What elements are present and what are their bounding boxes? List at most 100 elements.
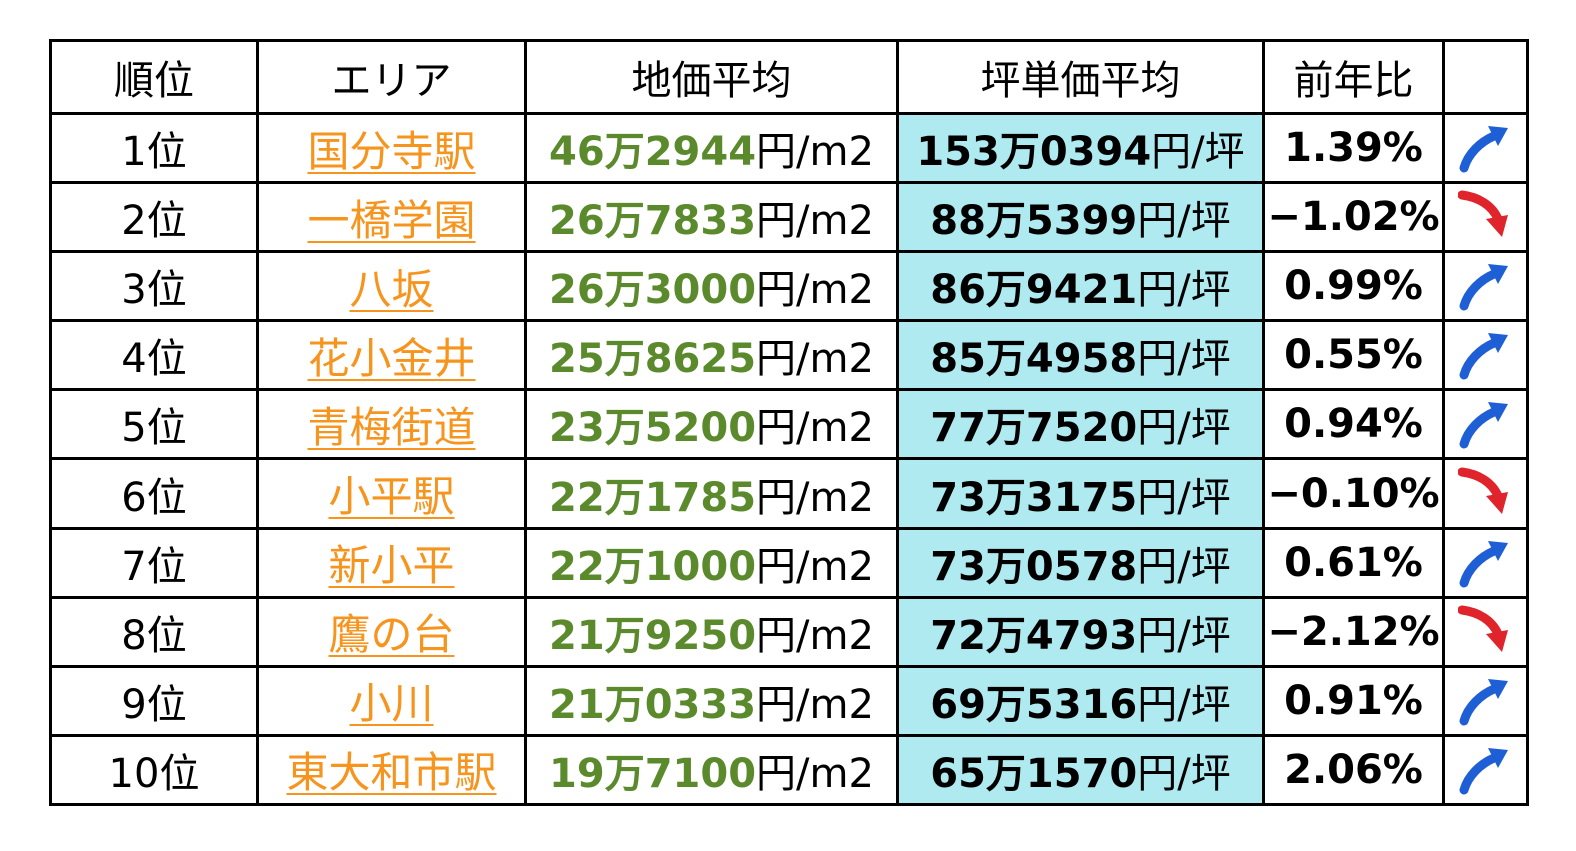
rank-cell: 5位 [49, 388, 259, 461]
tsubo-value: 72万4793 [930, 612, 1138, 659]
up-arrow-icon [1458, 747, 1514, 800]
yoy-value: 0.94% [1284, 401, 1423, 448]
down-arrow-icon [1457, 190, 1514, 247]
tsubo-cell: 88万5399円/坪 [896, 181, 1265, 254]
tsubo-value: 86万9421 [930, 267, 1138, 314]
area-cell: 鷹の台 [256, 595, 527, 668]
price-cell: 25万8625円/m2 [524, 319, 899, 392]
yoy-value: 0.55% [1284, 332, 1423, 379]
area-cell: 青梅街道 [256, 388, 527, 461]
tsubo-unit: 円/坪 [1137, 750, 1231, 797]
table-row: 5位 青梅街道 23万5200円/m2 77万7520円/坪 0.94% [49, 388, 1529, 461]
up-arrow-icon [1458, 678, 1514, 731]
rank-label: 2位 [121, 198, 187, 245]
area-cell: 一橋学園 [256, 181, 527, 254]
yoy-cell: 0.94% [1262, 388, 1445, 461]
price-value: 19万7100 [549, 750, 757, 797]
rank-label: 8位 [121, 612, 187, 659]
rank-cell: 6位 [49, 457, 259, 530]
header-trend [1442, 39, 1529, 115]
yoy-value: 2.06% [1284, 746, 1423, 793]
trend-cell [1442, 457, 1529, 530]
trend-cell [1442, 664, 1529, 737]
price-unit: 円/m2 [756, 129, 874, 176]
tsubo-value: 88万5399 [930, 198, 1138, 245]
trend-cell [1442, 388, 1529, 461]
table-row: 4位 花小金井 25万8625円/m2 85万4958円/坪 0.55% [49, 319, 1529, 392]
header-price: 地価平均 [524, 39, 899, 115]
price-unit: 円/m2 [756, 267, 874, 314]
rank-label: 9位 [121, 681, 187, 728]
yoy-cell: −2.12% [1262, 595, 1445, 668]
rank-cell: 1位 [49, 111, 259, 185]
price-cell: 23万5200円/m2 [524, 388, 899, 461]
tsubo-value: 85万4958 [930, 336, 1138, 383]
tsubo-value: 73万3175 [930, 474, 1138, 521]
trend-cell [1442, 250, 1529, 323]
area-link[interactable]: 一橋学園 [307, 195, 476, 245]
trend-cell [1442, 595, 1529, 668]
yoy-value: 0.61% [1284, 539, 1423, 586]
table-row: 10位 東大和市駅 19万7100円/m2 65万1570円/坪 2.06% [49, 733, 1529, 807]
area-cell: 国分寺駅 [256, 111, 527, 185]
tsubo-unit: 円/坪 [1137, 474, 1231, 521]
area-link[interactable]: 新小平 [328, 541, 455, 591]
rank-cell: 8位 [49, 595, 259, 668]
area-link[interactable]: 小平駅 [328, 472, 455, 522]
area-link[interactable]: 国分寺駅 [307, 126, 476, 176]
header-tsubo: 坪単価平均 [896, 39, 1265, 115]
rank-label: 6位 [121, 474, 187, 521]
area-cell: 花小金井 [256, 319, 527, 392]
yoy-cell: 0.99% [1262, 250, 1445, 323]
area-link[interactable]: 青梅街道 [307, 402, 476, 452]
yoy-value: −1.02% [1267, 194, 1440, 241]
area-link[interactable]: 鷹の台 [328, 610, 455, 660]
tsubo-cell: 86万9421円/坪 [896, 250, 1265, 323]
rank-cell: 2位 [49, 181, 259, 254]
price-value: 25万8625 [549, 336, 757, 383]
price-value: 46万2944 [549, 129, 757, 176]
price-cell: 21万0333円/m2 [524, 664, 899, 737]
table-row: 9位 小川 21万0333円/m2 69万5316円/坪 0.91% [49, 664, 1529, 737]
tsubo-unit: 円/坪 [1137, 681, 1231, 728]
table-row: 2位 一橋学園 26万7833円/m2 88万5399円/坪 −1.02% [49, 181, 1529, 254]
rank-cell: 9位 [49, 664, 259, 737]
rank-label: 3位 [121, 267, 187, 314]
price-cell: 21万9250円/m2 [524, 595, 899, 668]
tsubo-unit: 円/坪 [1137, 336, 1231, 383]
area-link[interactable]: 八坂 [349, 264, 434, 314]
tsubo-unit: 円/坪 [1151, 129, 1245, 176]
price-value: 22万1785 [549, 474, 757, 521]
rank-cell: 4位 [49, 319, 259, 392]
price-value: 23万5200 [549, 405, 757, 452]
price-cell: 22万1000円/m2 [524, 526, 899, 599]
header-area: エリア [256, 39, 527, 115]
tsubo-unit: 円/坪 [1137, 543, 1231, 590]
tsubo-cell: 69万5316円/坪 [896, 664, 1265, 737]
rank-label: 4位 [121, 336, 187, 383]
price-value: 26万3000 [549, 267, 757, 314]
yoy-value: 0.99% [1284, 263, 1423, 310]
area-link[interactable]: 小川 [349, 679, 434, 729]
rank-label: 1位 [121, 129, 187, 176]
area-cell: 小川 [256, 664, 527, 737]
price-unit: 円/m2 [756, 612, 874, 659]
rank-label: 10位 [108, 750, 200, 797]
trend-cell [1442, 526, 1529, 599]
tsubo-value: 153万0394 [916, 129, 1152, 176]
price-unit: 円/m2 [756, 405, 874, 452]
yoy-value: 1.39% [1284, 125, 1423, 172]
header-yoy: 前年比 [1262, 39, 1445, 115]
area-link[interactable]: 東大和市駅 [286, 748, 497, 798]
down-arrow-icon [1457, 467, 1514, 524]
tsubo-value: 77万7520 [930, 405, 1138, 452]
yoy-cell: −0.10% [1262, 457, 1445, 530]
ranking-table: 順位 エリア 地価平均 坪単価平均 前年比 1位 国分寺駅 46万2944円/m… [49, 39, 1529, 807]
area-link[interactable]: 花小金井 [307, 333, 476, 383]
area-cell: 八坂 [256, 250, 527, 323]
yoy-cell: 1.39% [1262, 111, 1445, 185]
yoy-value: −0.10% [1267, 470, 1440, 517]
tsubo-value: 73万0578 [930, 543, 1138, 590]
price-unit: 円/m2 [756, 543, 874, 590]
trend-cell [1442, 733, 1529, 807]
